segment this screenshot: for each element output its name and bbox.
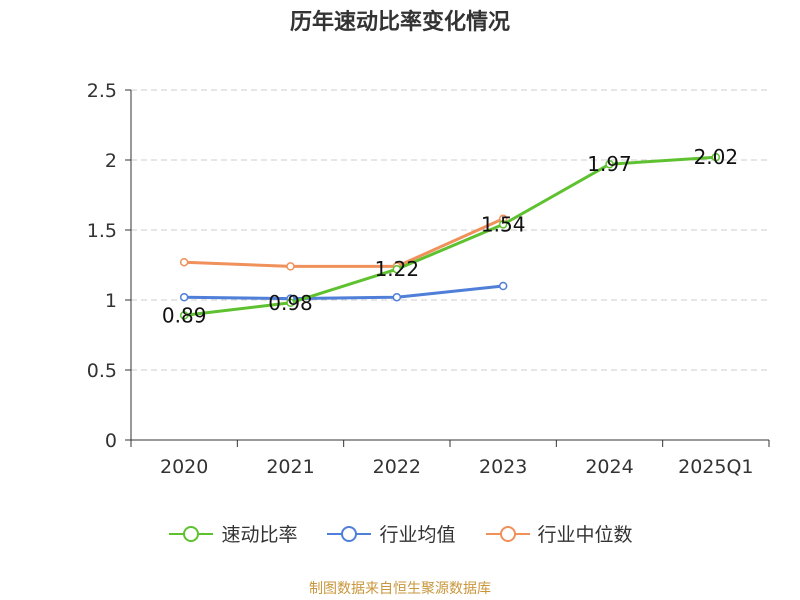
data-point-s2-0 (179, 257, 189, 267)
data-label: 2.02 (694, 145, 739, 169)
data-point-s1-3 (498, 281, 508, 291)
data-label: 1.54 (481, 212, 526, 236)
y-tick-label: 0 (105, 430, 117, 452)
data-point-s1-2 (392, 292, 402, 302)
data-point-s0-5 (711, 152, 721, 162)
legend-item-quick-ratio[interactable]: 速动比率 (167, 520, 297, 547)
x-tick-label: 2025Q1 (678, 456, 753, 478)
legend: 速动比率 行业均值 行业中位数 (0, 520, 800, 547)
series-line-0 (183, 155, 716, 317)
legend-marker-industry-mean (327, 525, 372, 542)
legend-item-industry-mean[interactable]: 行业均值 (325, 520, 456, 547)
series-line-2 (184, 217, 504, 268)
data-point-s0-2 (392, 264, 402, 274)
chart-title: 历年速动比率变化情况 (289, 10, 510, 35)
x-tick-label: 2021 (266, 456, 314, 478)
y-tick-label: 1.5 (87, 220, 117, 242)
x-tick-label: 2022 (373, 456, 421, 478)
legend-label-industry-median: 行业中位数 (537, 524, 633, 546)
source-note: 制图数据来自恒生聚源数据库 (309, 581, 491, 597)
data-point-s0-0 (179, 311, 189, 320)
data-point-s2-1 (286, 262, 295, 271)
x-tick-label: 2020 (160, 456, 208, 478)
legend-item-industry-median[interactable]: 行业中位数 (484, 520, 633, 547)
legend-label-quick-ratio: 速动比率 (221, 524, 298, 546)
data-label: 1.97 (587, 152, 632, 176)
data-point-s0-1 (286, 298, 295, 308)
legend-marker-quick-ratio (169, 525, 214, 542)
data-label: 1.22 (375, 257, 420, 281)
legend-label-industry-mean: 行业均值 (379, 524, 456, 546)
data-point-s0-4 (605, 159, 614, 169)
data-label: 0.98 (268, 291, 313, 315)
x-tick-label: 2024 (585, 456, 633, 478)
y-tick-label: 0.5 (87, 360, 117, 382)
y-tick-label: 1 (105, 290, 117, 312)
data-label: 0.89 (162, 303, 207, 327)
legend-marker-industry-median (485, 525, 530, 542)
data-point-s1-0 (179, 292, 189, 302)
y-tick-label: 2 (105, 150, 117, 172)
y-tick-label: 2.5 (87, 80, 117, 102)
data-point-s0-3 (498, 220, 508, 229)
series-line-1 (184, 284, 504, 301)
x-tick-label: 2023 (479, 456, 527, 478)
